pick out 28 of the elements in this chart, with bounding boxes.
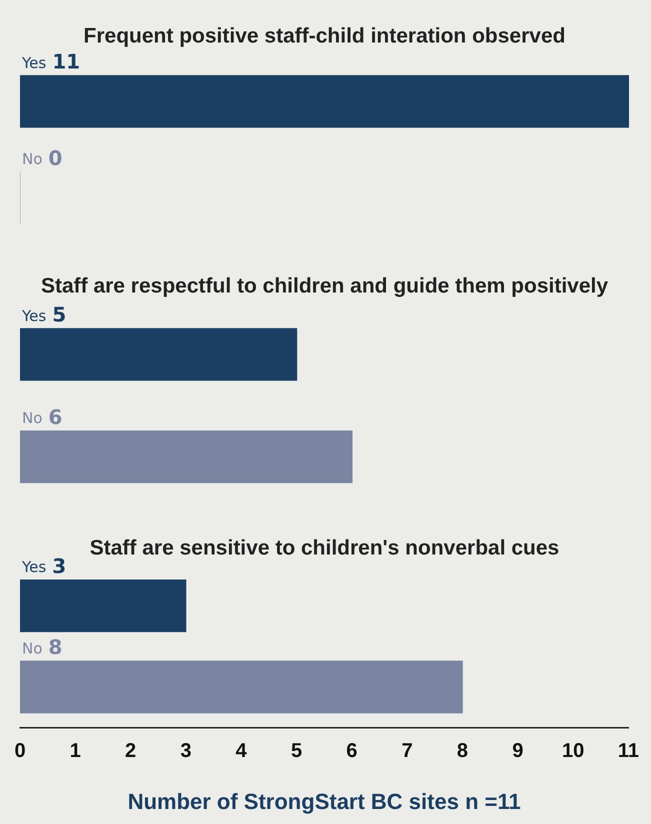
text: Frequent positive staff-child interation observed <box>84 24 566 48</box>
data-label: 8 <box>48 635 62 660</box>
category-label: Yes <box>22 558 46 576</box>
category-label: No <box>22 639 42 658</box>
data-label: 11 <box>52 50 80 74</box>
x-tick-label: 1 <box>70 740 81 762</box>
x-tick-label: 10 <box>562 740 584 762</box>
data-label: 3 <box>52 554 66 578</box>
data-label: 6 <box>48 405 62 430</box>
x-tick-label: 5 <box>290 740 302 762</box>
x-tick-label: 9 <box>512 740 524 762</box>
category-label: No <box>22 409 42 428</box>
x-tick-label: 2 <box>125 740 136 762</box>
data-label: 5 <box>52 302 66 327</box>
x-tick-label: 6 <box>346 740 358 762</box>
text: Staff are sensitive to children's nonverbal cues <box>90 536 560 560</box>
text: Staff are respectful to children and guide them positively <box>40 274 608 298</box>
x-tick-label: 7 <box>402 740 413 762</box>
x-tick-label: 4 <box>236 740 248 762</box>
x-axis-title: Number of StrongStart BC sites n =11 <box>128 788 521 814</box>
data-label: 0 <box>48 146 62 170</box>
x-tick-label: 8 <box>456 740 468 762</box>
x-tick-label: 0 <box>14 740 26 762</box>
x-tick-label: 3 <box>180 740 192 762</box>
category-label: No <box>22 150 42 168</box>
x-tick-label: 11 <box>618 740 640 762</box>
category-label: Yes <box>22 54 46 72</box>
category-label: Yes <box>22 306 46 325</box>
